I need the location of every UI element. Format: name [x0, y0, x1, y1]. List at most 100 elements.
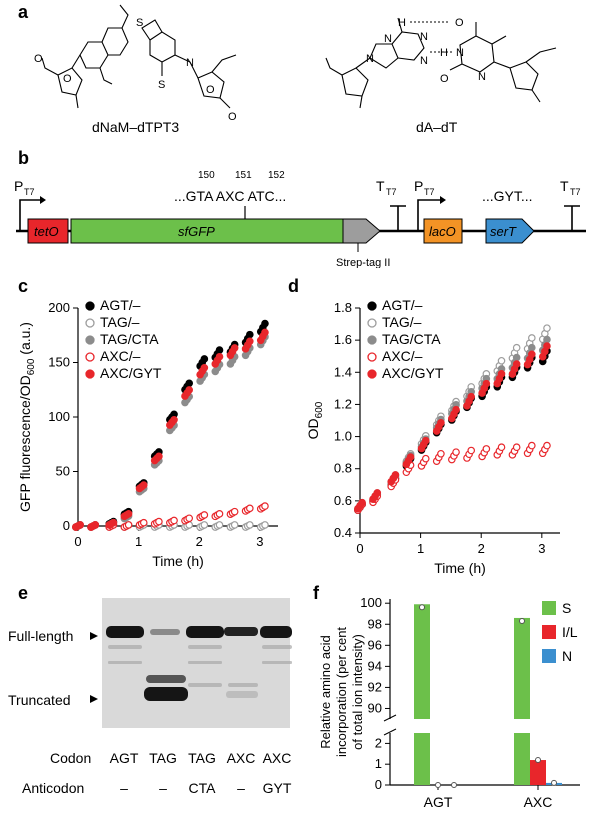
atom-H: H — [398, 17, 406, 29]
y-tick-label: 0.8 — [334, 461, 352, 476]
data-point — [170, 416, 178, 424]
atom-N: N — [456, 47, 464, 59]
data-point — [528, 334, 536, 342]
atom-O: O — [228, 111, 237, 123]
legend-marker — [85, 369, 95, 379]
x-tick-label: AGT — [424, 794, 453, 810]
data-point — [497, 443, 506, 452]
terminator-label-sub: T7 — [386, 187, 397, 197]
data-point — [215, 521, 224, 529]
replicate-point — [551, 779, 557, 786]
data-point — [185, 386, 194, 394]
band-truncated-upper — [146, 675, 186, 683]
data-point — [230, 507, 239, 516]
data-point — [528, 343, 536, 352]
replicate-point — [451, 782, 457, 788]
data-point — [497, 356, 506, 365]
codon-pos-151: 151 — [235, 170, 252, 181]
y-tick-label: 1.2 — [334, 396, 352, 411]
data-point — [482, 379, 491, 388]
terminator-label: T — [376, 178, 385, 194]
x-tick-label: 0 — [74, 534, 81, 549]
data-point — [109, 518, 118, 527]
data-point — [155, 452, 163, 461]
promoter-arrowhead — [40, 196, 46, 204]
data-point — [215, 346, 224, 354]
y-tick-label: 90 — [368, 700, 382, 715]
lane-anticodon: – — [120, 780, 128, 796]
band-full-length — [260, 626, 292, 638]
data-point — [437, 449, 445, 458]
y-tick-label: 100 — [360, 595, 382, 610]
legend-label: AXC/– — [382, 348, 423, 364]
legend-swatch — [542, 649, 556, 663]
data-point — [261, 502, 269, 510]
pair-label-dnam-dtpt3: dNaM–dTPT3 — [92, 119, 179, 135]
legend-label: TAG/CTA — [100, 331, 159, 347]
terminator2-label-sub: T7 — [570, 187, 581, 197]
y-tick-label: 92 — [368, 679, 382, 694]
legend-label: TAG/– — [382, 314, 422, 330]
data-point — [200, 355, 209, 363]
arrow-full-length — [90, 632, 98, 640]
terminator2-label: T — [560, 178, 569, 194]
atom-N: N — [384, 33, 392, 45]
panel-letter-d: d — [288, 276, 299, 296]
atom-S: S — [136, 17, 143, 29]
data-point — [91, 521, 100, 529]
data-point — [512, 343, 521, 352]
chart-amino-acid-incorporation: 90 92 94 96 98 100 0 1 2 Relative amino acid incor… — [318, 595, 580, 810]
data-point — [482, 445, 491, 453]
promoter-arrow — [19, 199, 40, 231]
y-tick-label: 50 — [56, 464, 70, 479]
legend-swatch — [542, 625, 556, 639]
bar — [414, 604, 430, 719]
strep-tag-box — [342, 218, 381, 244]
data-point — [200, 521, 209, 529]
bar — [414, 733, 430, 785]
y-tick-label: 98 — [368, 616, 382, 631]
replicate-point — [419, 604, 425, 611]
data-point — [185, 379, 194, 388]
legend-label: I/L — [562, 624, 578, 640]
data-point — [543, 342, 551, 350]
legend-marker — [367, 301, 377, 311]
x-tick-label: 3 — [538, 541, 545, 556]
promoter-label-sub: T7 — [24, 187, 35, 197]
bar — [530, 760, 546, 785]
legend-marker — [367, 369, 377, 379]
data-point — [543, 324, 551, 332]
y-tick-label: 200 — [48, 300, 70, 315]
lane-anticodon: GYT — [263, 780, 292, 796]
bar — [514, 617, 530, 719]
data-point — [437, 418, 445, 427]
x-tick-label: 0 — [356, 541, 363, 556]
label-anticodon: Anticodon — [22, 780, 84, 796]
replicate-point — [535, 757, 541, 764]
lane-codon: AXC — [263, 750, 292, 766]
band-full-length — [106, 626, 144, 638]
data-point — [246, 504, 254, 513]
data-point — [358, 498, 366, 507]
data-point — [246, 521, 254, 529]
legend-marker — [85, 301, 95, 311]
x-tick-label: 1 — [417, 541, 424, 556]
laco-box — [423, 218, 463, 244]
atom-O: O — [455, 17, 464, 29]
legend-label: AXC/GYT — [100, 365, 162, 381]
data-point — [139, 518, 148, 527]
terminator-icon — [390, 205, 406, 231]
data-point — [124, 521, 133, 529]
x-tick-label: AXC — [524, 794, 553, 810]
atom-N: N — [478, 71, 486, 83]
data-point — [497, 370, 506, 378]
band-full-length — [150, 629, 180, 635]
legend-marker — [367, 318, 377, 328]
anticodon-sequence: ...GYT... — [482, 188, 533, 204]
y-axis-label: incorporation (per cent — [334, 627, 349, 757]
legend-marker — [85, 335, 95, 345]
y-axis-label: of total ion intensity) — [350, 634, 365, 750]
data-point — [512, 360, 521, 368]
legend-label: TAG/CTA — [382, 331, 441, 347]
y-tick-label: 0.4 — [334, 525, 352, 540]
